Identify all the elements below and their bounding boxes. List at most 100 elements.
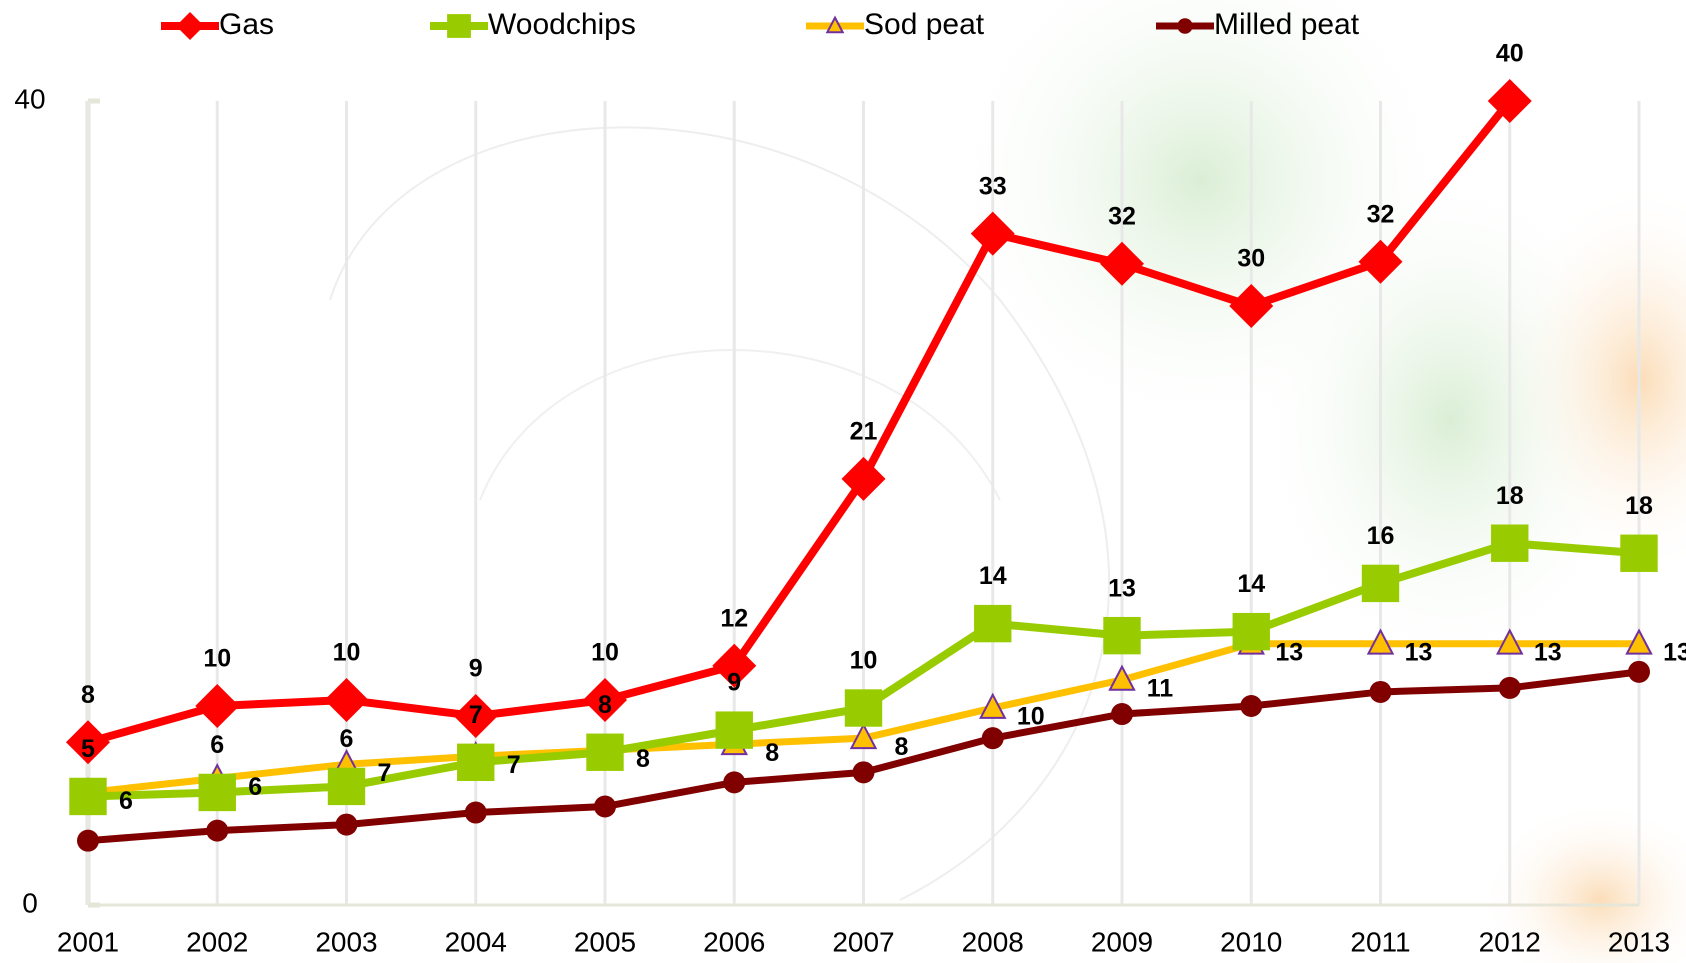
marker <box>1498 676 1521 699</box>
legend: Gas Woodchips Sod peat Milled peat <box>161 8 1360 41</box>
marker <box>457 743 495 781</box>
legend-label: Sod peat <box>864 8 985 41</box>
grid: 0 40 2001 2002 2003 2004 2005 2006 2007 2008 2009 2… <box>14 83 1670 957</box>
marker <box>77 829 99 852</box>
x-tick-label: 2012 <box>1479 926 1541 957</box>
x-tick-label: 2003 <box>315 926 377 957</box>
x-tick-label: 2008 <box>962 926 1024 957</box>
data-label: 5 <box>81 735 95 763</box>
marker <box>1625 628 1653 655</box>
marker <box>206 819 229 842</box>
data-label: 18 <box>1625 492 1653 520</box>
data-label: 10 <box>1017 703 1045 731</box>
marker <box>1177 18 1193 34</box>
data-label: 7 <box>378 759 392 787</box>
legend-item: Gas <box>161 8 274 41</box>
data-label: 8 <box>895 733 909 761</box>
data-label: 9 <box>727 669 741 697</box>
x-tick-label: 2010 <box>1220 926 1282 957</box>
marker <box>1240 695 1263 718</box>
marker <box>841 456 886 501</box>
marker <box>1111 703 1133 726</box>
data-label: 6 <box>248 773 262 801</box>
data-label: 10 <box>333 639 361 667</box>
marker <box>1108 664 1136 691</box>
data-label: 32 <box>1108 202 1136 230</box>
marker <box>176 12 204 40</box>
data-label: 8 <box>636 745 650 773</box>
marker <box>1229 284 1274 329</box>
data-label: 10 <box>203 645 231 673</box>
x-tick-label: 2011 <box>1350 926 1410 957</box>
data-label: 13 <box>1663 638 1686 666</box>
marker <box>712 643 757 688</box>
x-tick-label: 2009 <box>1091 926 1153 957</box>
marker <box>844 689 883 727</box>
data-label: 13 <box>1405 638 1433 666</box>
marker <box>447 14 471 38</box>
marker <box>1487 79 1532 123</box>
data-label: 13 <box>1108 574 1136 602</box>
data-label: 8 <box>81 681 95 709</box>
marker <box>981 727 1004 750</box>
marker <box>1361 564 1400 603</box>
marker <box>1369 680 1392 703</box>
data-label: 21 <box>850 417 878 445</box>
data-label: 33 <box>979 172 1007 200</box>
x-tick-label: 2005 <box>574 926 636 957</box>
x-tick-label: 2006 <box>703 926 765 957</box>
marker <box>594 795 616 818</box>
marker <box>66 720 110 765</box>
marker <box>1620 534 1658 572</box>
legend-item: Milled peat <box>1156 8 1360 41</box>
marker <box>1103 616 1141 655</box>
marker <box>1232 612 1270 651</box>
data-label: 30 <box>1237 245 1265 273</box>
y-tick-label: 0 <box>22 887 38 918</box>
data-label: 8 <box>598 691 612 719</box>
marker <box>583 677 627 722</box>
marker <box>1366 628 1395 655</box>
data-label: 6 <box>340 725 354 753</box>
data-label: 14 <box>1237 570 1265 598</box>
data-label: 7 <box>507 751 521 779</box>
legend-label: Gas <box>219 8 274 41</box>
data-label: 9 <box>469 655 483 683</box>
marker <box>849 722 878 750</box>
legend-item: Woodchips <box>430 8 636 41</box>
background <box>329 0 1686 963</box>
marker <box>327 767 366 806</box>
marker <box>324 677 369 722</box>
data-label: 40 <box>1496 40 1524 68</box>
data-label: 7 <box>469 701 483 729</box>
x-tick-label: 2007 <box>832 926 894 957</box>
marker <box>335 813 358 836</box>
legend-label: Woodchips <box>488 8 636 41</box>
marker <box>1100 241 1144 286</box>
marker <box>453 694 498 739</box>
marker <box>974 604 1012 643</box>
marker <box>715 711 753 749</box>
marker <box>978 692 1007 719</box>
marker <box>1358 239 1403 284</box>
legend-label: Milled peat <box>1214 8 1360 41</box>
marker <box>825 15 845 34</box>
data-label: 6 <box>119 787 133 815</box>
plot <box>66 79 1658 852</box>
data-label: 10 <box>591 639 619 667</box>
data-label: 12 <box>720 604 748 632</box>
marker <box>852 761 875 784</box>
marker <box>1628 660 1650 683</box>
marker <box>195 684 240 729</box>
data-label: 10 <box>850 647 878 675</box>
marker <box>198 773 236 812</box>
x-tick-label: 2004 <box>445 926 507 957</box>
x-tick-label: 2013 <box>1608 926 1670 957</box>
series-line <box>86 98 1513 747</box>
x-tick-label: 2002 <box>186 926 248 957</box>
data-label: 14 <box>979 562 1007 590</box>
x-tick-label: 2001 <box>57 926 119 957</box>
marker <box>970 211 1015 256</box>
data-label: 13 <box>1275 638 1303 666</box>
